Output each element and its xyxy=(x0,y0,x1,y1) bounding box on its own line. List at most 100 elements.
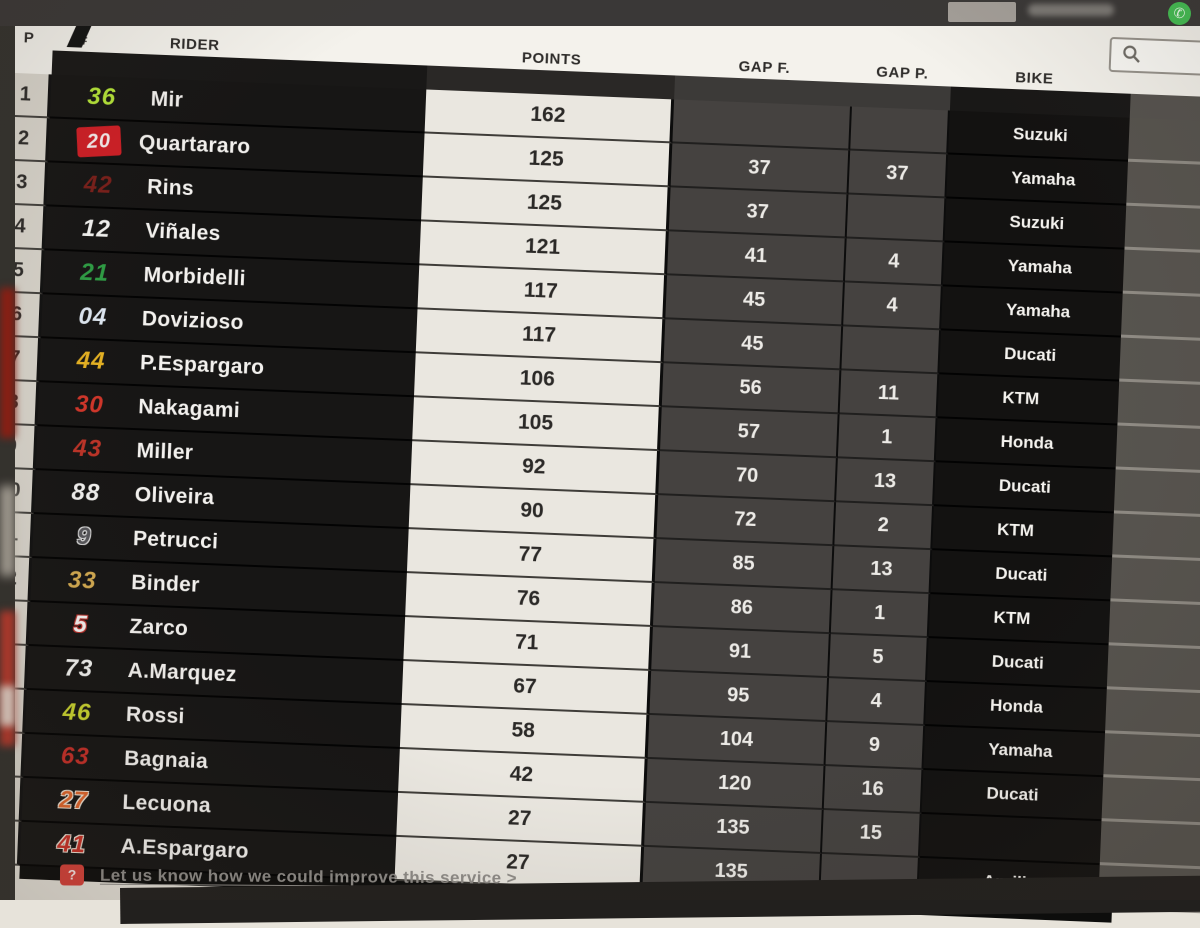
gap-prev-cell: 2 xyxy=(834,502,935,551)
gap-prev-cell: 15 xyxy=(821,810,922,858)
cutoff-column-cell xyxy=(1126,161,1200,211)
rider-name: Dovizioso xyxy=(141,307,245,335)
background-photo-fragment xyxy=(0,486,15,576)
rider-name: Rins xyxy=(146,175,195,201)
rider-number: 36 xyxy=(86,82,117,112)
background-photo-fragment xyxy=(0,288,15,438)
gap-first-cell: 45 xyxy=(665,275,845,327)
gap-prev-cell: 13 xyxy=(836,458,936,507)
bike-cell: Ducati xyxy=(939,330,1121,382)
rider-number: 12 xyxy=(81,214,112,243)
rider-number: 43 xyxy=(72,434,103,463)
window-chip[interactable] xyxy=(948,2,1016,22)
gap-first-cell: 104 xyxy=(647,714,828,767)
whatsapp-icon[interactable]: ✆ xyxy=(1168,2,1191,25)
rider-number: 63 xyxy=(60,742,91,771)
bike-cell: KTM xyxy=(937,374,1120,426)
rider-number: 44 xyxy=(76,346,107,375)
cutoff-column-cell xyxy=(1115,425,1200,475)
gap-first-cell: 95 xyxy=(649,670,830,723)
gap-prev-cell: 5 xyxy=(829,634,929,683)
cutoff-column-cell xyxy=(1110,557,1200,607)
gap-prev-cell xyxy=(850,106,950,155)
cutoff-column-cell xyxy=(1127,117,1200,167)
gap-prev-cell: 11 xyxy=(839,370,940,419)
cutoff-column-cell xyxy=(1101,777,1200,827)
bike-cell: KTM xyxy=(928,594,1111,646)
gap-prev-cell xyxy=(841,326,942,375)
rider-number: 5 xyxy=(72,610,89,639)
cutoff-column-cell xyxy=(1119,337,1200,387)
cutoff-column-cell xyxy=(1106,645,1200,695)
standings-table: 1 36 Mir 162 Suzuki 2 20 Quartararo 125 … xyxy=(0,48,1200,927)
gap-first-cell: 85 xyxy=(654,539,835,591)
gap-first-cell: 70 xyxy=(658,451,838,503)
gap-first-cell: 41 xyxy=(667,231,847,283)
bike-cell: Suzuki xyxy=(944,198,1127,250)
rider-number: 04 xyxy=(78,302,108,331)
rider-number: 46 xyxy=(62,698,92,727)
rider-name: Viñales xyxy=(144,219,222,246)
search-icon xyxy=(1123,45,1140,63)
rider-number: 42 xyxy=(83,170,114,199)
rider-number: 20 xyxy=(76,125,122,158)
gap-first-cell: 57 xyxy=(659,407,840,459)
rider-name: Quartararo xyxy=(138,131,251,159)
bike-cell: Honda xyxy=(935,418,1118,470)
cutoff-column-cell xyxy=(1117,381,1200,431)
gap-prev-cell: 37 xyxy=(848,150,949,199)
cutoff-column-cell xyxy=(1099,821,1200,871)
gap-prev-cell: 4 xyxy=(844,238,945,287)
rider-number: 27 xyxy=(58,786,89,815)
bike-cell: Ducati xyxy=(934,462,1116,514)
table-body: 1 36 Mir 162 Suzuki 2 20 Quartararo 125 … xyxy=(0,72,1200,915)
gap-prev-cell: 13 xyxy=(832,546,933,595)
rider-name: Petrucci xyxy=(132,527,219,554)
top-bar-text-smudge xyxy=(1028,4,1114,16)
rider-number: 21 xyxy=(79,258,110,287)
rider-name: A.Espargaro xyxy=(120,834,250,863)
bike-cell: Ducati xyxy=(921,769,1104,822)
rider-name: A.Marquez xyxy=(127,658,238,687)
rider-name: Rossi xyxy=(125,702,186,729)
cutoff-column-cell xyxy=(1124,205,1200,255)
browser-top-bar: ✆ xyxy=(0,0,1200,26)
bike-cell: Ducati xyxy=(930,550,1113,602)
gap-first-cell: 91 xyxy=(651,627,831,679)
rider-name: Binder xyxy=(130,571,201,597)
cutoff-column-cell xyxy=(1103,733,1200,783)
rider-name: Morbidelli xyxy=(143,263,247,291)
gap-first-cell: 45 xyxy=(663,319,844,371)
rider-name: Bagnaia xyxy=(123,746,209,774)
gap-prev-cell: 4 xyxy=(843,282,943,331)
rider-name: Mir xyxy=(150,87,184,112)
left-edge-strip xyxy=(0,26,15,900)
cutoff-column-cell xyxy=(1105,689,1200,739)
background-photo-fragment xyxy=(0,686,15,726)
bike-cell: Yamaha xyxy=(923,726,1106,778)
gap-first-cell: 72 xyxy=(656,495,837,547)
rider-name: Nakagami xyxy=(137,395,241,423)
cutoff-column-cell xyxy=(1108,601,1200,651)
bike-cell: Yamaha xyxy=(942,242,1125,294)
gap-prev-cell: 4 xyxy=(827,678,927,727)
bike-cell xyxy=(919,813,1102,866)
gap-first-cell: 56 xyxy=(661,363,842,415)
gap-first-cell xyxy=(672,99,852,151)
gap-first-cell: 37 xyxy=(668,187,849,239)
search-input[interactable] xyxy=(1146,41,1200,72)
bike-cell: Suzuki xyxy=(948,110,1130,162)
rider-name: Zarco xyxy=(129,615,189,641)
search-box[interactable] xyxy=(1108,36,1200,79)
bike-cell: Ducati xyxy=(926,638,1109,690)
cutoff-column-cell xyxy=(1120,293,1200,343)
rider-number: 88 xyxy=(70,478,101,507)
gap-prev-cell: 9 xyxy=(825,722,926,770)
gap-first-cell: 86 xyxy=(652,583,833,635)
gap-prev-cell: 1 xyxy=(837,414,938,463)
help-icon[interactable]: ? xyxy=(59,864,85,886)
rider-name: P.Espargaro xyxy=(139,351,265,380)
rider-name: Oliveira xyxy=(134,483,215,510)
cutoff-column-cell xyxy=(1122,249,1200,299)
bike-cell: Honda xyxy=(925,682,1107,734)
